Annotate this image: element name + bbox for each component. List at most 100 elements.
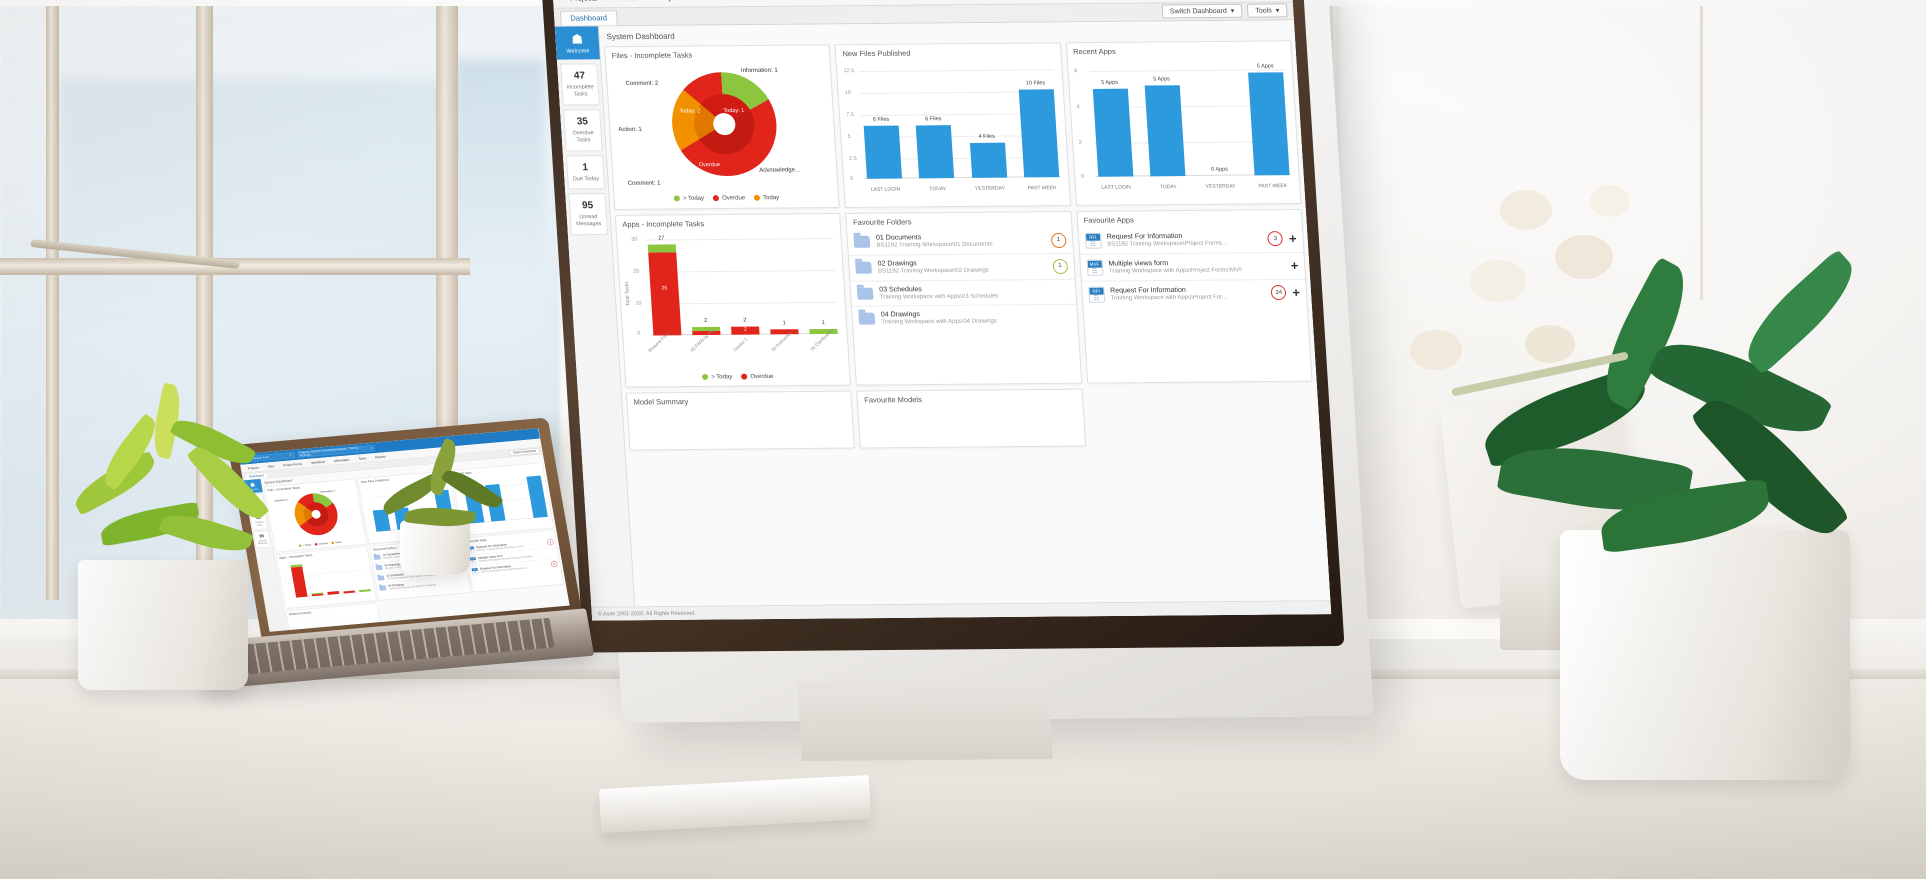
folder-path: BS1192 Training Workspace\02 Drawings [877,267,990,275]
switch-dashboard-label: Switch Dashboard [1169,7,1228,15]
stacked-bar[interactable]: 27 25 [647,236,682,336]
list-item[interactable]: RFI ☷ Request For Information Training W… [1082,279,1307,307]
desktop-monitor: Search Asite 🔍 Projects: BS1192 Training… [539,0,1390,762]
y-tick: 0 [850,175,854,182]
bar[interactable]: 5 Apps [1092,80,1133,177]
nav-item-projects[interactable]: Projects [558,0,608,8]
rfi-form-icon: RFI ☷ [470,567,479,575]
card-body: 12.5 10 7.5 5 2.5 0 6 Files [837,59,1069,199]
plant-small [370,437,510,540]
status-badge: 24 [1270,285,1287,301]
stacked-bar[interactable] [290,564,308,598]
sidebar-stat-overdue-tasks[interactable]: 35 Overdue Tasks [563,108,603,151]
bar-total-label: 1 [821,319,825,326]
segment-overdue [290,566,308,598]
nav-item-tasks[interactable]: Tasks [831,0,874,6]
dashboard-area: System Dashboard Files - Incomplete Task… [598,20,1331,607]
nav-item-amessages[interactable]: aMessages [771,0,833,6]
status-badge: 3 [1267,231,1284,247]
segment-overdue [343,590,356,594]
legend-item-today: Today [331,541,342,545]
bar[interactable]: 5 Apps [1144,76,1186,177]
card-new-files-published: New Files Published 12.5 [834,42,1071,208]
app-path: Training Workspace with Apps\Project For… [1108,266,1244,275]
form-grid-icon: ☷ [1093,295,1100,302]
sidebar-stat-unread-messages[interactable]: 95 Unread Messages [568,193,609,236]
tab-dashboard[interactable]: Dashboard [559,10,618,26]
folder-icon [858,312,876,325]
form-grid-icon: ☷ [471,560,475,563]
add-app-button[interactable]: + [1291,284,1301,300]
x-tick: TODAY [929,186,947,193]
sidebar-item-welcome-label: Welcome [566,48,590,55]
donut-hole [712,113,736,136]
y-tick: 5 [847,134,851,141]
list-item[interactable]: 04 Drawings Training Workspace with Apps… [852,304,1077,330]
stacked-bar[interactable] [359,589,371,592]
card-apps-incomplete-tasks: Apps - Incomplete Tasks [275,546,377,609]
x-tick: TODAY [1159,184,1177,191]
y-tick: 10 [635,300,642,307]
search-icon[interactable]: 🔍 [289,453,294,457]
legend-swatch [712,195,720,202]
x-tick: PAST WEEK [1258,183,1288,190]
bar-total-label: 2 [743,317,747,324]
list-item[interactable]: 03 Schedules Training Workspace with App… [850,279,1076,307]
nav-item-files[interactable]: Files [608,0,647,8]
add-app-button[interactable]: + [1288,231,1298,247]
legend-label: Overdue [750,373,774,380]
bar[interactable]: 6 Files [916,116,955,179]
list-item[interactable]: 02 Drawings BS1192 Training Workspace\02… [849,253,1075,282]
list-item[interactable]: RFI ☷ Request For Information BS1192 Tra… [1078,225,1304,255]
segment-overdue: 25 [648,252,682,336]
card-body: 6 4 2 0 5 Apps 5 Apps 0 Apps [1068,57,1300,197]
legend-label: > Today [302,543,312,547]
nav-item-workflows[interactable]: Workflows [714,0,772,7]
list-item[interactable]: 01 Documents BS1192 Training Workspace\0… [847,227,1073,256]
card-favourite-folders: Favourite Folders 01 Documents BS1192 Tr… [845,210,1082,386]
legend-item-today: Today [753,194,779,202]
legend-item-gt-today: > Today [702,373,733,380]
rfi-form-icon: RFI ☷ [1084,232,1102,249]
list-item-text: 03 Schedules Training Workspace with App… [879,284,1069,300]
bar-group: 6 Files 6 Files 4 Files 10 Files [860,67,1059,179]
stacked-bar[interactable]: 2 2 [731,317,760,335]
tools-button[interactable]: Tools ▾ [1246,3,1288,18]
y-tick: 10 [844,90,852,97]
stacked-bar[interactable] [311,592,324,597]
switch-dashboard-button[interactable]: Switch Dashboard ▾ [1161,3,1243,19]
donut-chart: Comment: 2 Information: 1 [268,487,363,546]
legend-swatch [741,373,748,380]
bar[interactable]: 6 Files [864,117,903,179]
segment-gt-today [359,589,371,592]
donut-label-action: Action: 1 [618,126,643,134]
sidebar-stat-due-today[interactable]: 1 Due Today [565,154,606,190]
list-item-text: 04 Drawings Training Workspace with Apps… [881,309,1071,325]
nav-item-project-forms[interactable]: Project Forms [645,0,715,7]
stacked-bar[interactable] [327,590,340,595]
apps-incomplete-stacked-chart [280,554,374,605]
sidebar-item-welcome[interactable]: ☗ Welcome [554,26,600,60]
card-files-incomplete-tasks: Files - Incomplete Tasks Comment: 2 Info… [604,44,841,210]
legend-label: > Today [711,373,733,381]
bar[interactable] [512,518,527,520]
stacked-bar[interactable] [343,590,356,594]
card-title: Apps - Incomplete Tasks [622,218,705,229]
form-grid-icon: ☷ [473,571,477,574]
nav-item-tasks[interactable]: Tasks [358,456,367,461]
bar[interactable]: 4 Files [969,134,1007,178]
nav-item-reports[interactable]: Reports [872,0,922,5]
bar[interactable]: 5 Apps [1248,63,1290,176]
app-path: BS1192 Training Workspace\Project Forms.… [1107,240,1228,248]
bar-value-label: 0 Apps [1210,166,1229,173]
add-app-button[interactable]: + [1290,258,1299,274]
nav-item-more[interactable]: More... ▾ [921,0,975,5]
card-body: Comment: 2 Information: 1 Acknowledge...… [606,61,839,208]
card-body [277,553,376,608]
sidebar-stat-incomplete-tasks[interactable]: 47 Incomplete Tasks [560,63,600,106]
wall-seam [1700,0,1703,300]
bar[interactable]: 10 Files [1018,80,1059,178]
donut-label-acknowledge: Acknowledge... [759,167,801,174]
list-item[interactable]: MVF ☷ Multiple views form Training Works… [1079,252,1306,282]
card-body: Total Tasks 30 20 10 0 [617,230,850,387]
